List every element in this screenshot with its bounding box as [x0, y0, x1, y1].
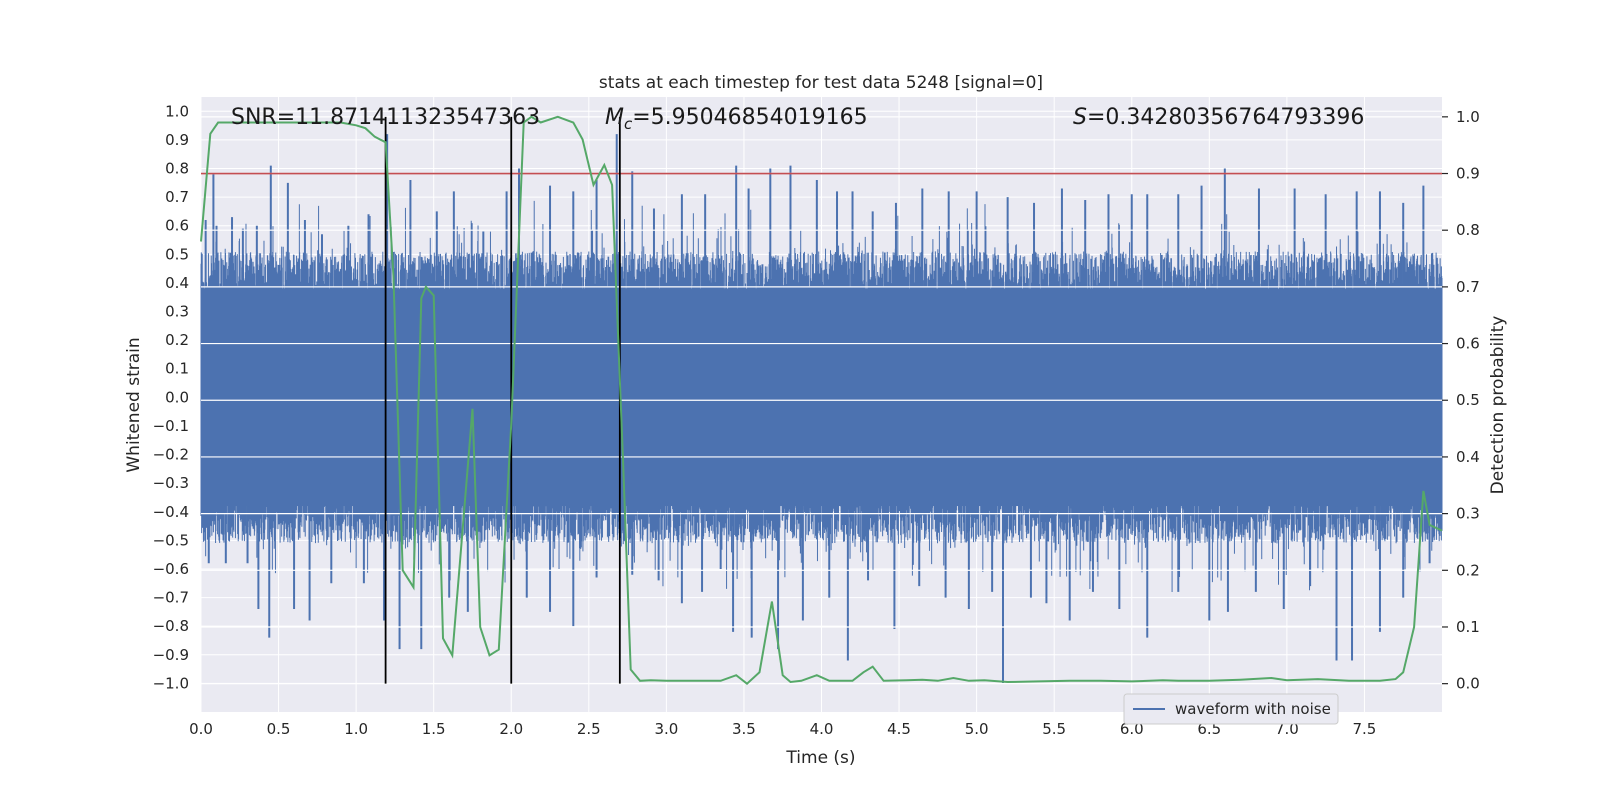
snr-annotation: SNR=11.871411323547363	[231, 105, 540, 130]
y-right-tick-label: 0.6	[1456, 335, 1480, 353]
chirp-mass-annotation: Mc=5.95046854019165	[605, 105, 868, 133]
y-left-tick-label: 0.2	[165, 331, 189, 349]
y-left-tick-label: −0.3	[153, 474, 189, 492]
y-right-tick-label: 0.9	[1456, 165, 1480, 183]
x-axis-label: Time (s)	[785, 748, 855, 768]
y-right-tick-label: 0.2	[1456, 561, 1480, 579]
y-axis-label-right: Detection probability	[1488, 316, 1508, 495]
legend-box	[1123, 693, 1339, 725]
spin-annotation: S=0.34280356764793396	[1073, 105, 1364, 130]
y-right-tick-label: 0.8	[1456, 221, 1480, 239]
y-left-tick-label: 0.6	[165, 217, 189, 235]
y-left-tick-label: −0.1	[153, 417, 189, 435]
y-left-tick-label: −1.0	[153, 674, 189, 692]
y-right-tick-label: 0.4	[1456, 448, 1480, 466]
probability-line	[200, 115, 1443, 686]
y-left-tick-label: 0.0	[165, 388, 189, 406]
y-left-tick-label: 0.9	[165, 131, 189, 149]
y-right-tick-label: 0.7	[1456, 278, 1480, 296]
y-left-tick-label: −0.7	[153, 589, 189, 607]
y-left-tick-label: 0.4	[165, 274, 189, 292]
chirp-mass-subscript: c	[624, 115, 633, 133]
waveform-body	[201, 288, 1442, 507]
y-left-tick-label: −0.2	[153, 446, 189, 464]
y-axis-label-left: Whitened strain	[124, 337, 144, 472]
legend: waveform with noise	[1123, 693, 1339, 725]
y-left-tick-label: 0.7	[165, 188, 189, 206]
y-left-tick-label: −0.8	[153, 617, 189, 635]
chirp-mass-symbol: M	[605, 105, 624, 130]
y-left-tick-label: 0.5	[165, 245, 189, 263]
x-tick-label: 5.0	[965, 720, 989, 738]
y-right-tick-label: 0.1	[1456, 618, 1480, 636]
y-left-tick-label: −0.4	[153, 503, 189, 521]
waveform-series	[200, 134, 1443, 684]
right-axis-ticks: 1.0 0.9 0.8 0.7 0.6 0.5 0.4 0.3 0.2 0.1 0.0	[1442, 108, 1480, 693]
x-tick-label: 7.5	[1353, 720, 1377, 738]
spin-symbol: S	[1073, 105, 1087, 130]
x-tick-label: 1.5	[422, 720, 446, 738]
y-left-tick-label: 0.3	[165, 303, 189, 321]
x-tick-label: 4.5	[887, 720, 911, 738]
y-right-tick-label: 0.5	[1456, 391, 1480, 409]
x-tick-label: 0.0	[189, 720, 213, 738]
left-axis-ticks: 1.0 0.9 0.8 0.7 0.6 0.5 0.4 0.3 0.2 0.1 0.0 −0.1 −0.…	[153, 102, 189, 692]
x-tick-label: 1.0	[344, 720, 368, 738]
x-tick-label: 2.5	[577, 720, 601, 738]
y-left-tick-label: 0.8	[165, 160, 189, 178]
x-tick-label: 4.0	[810, 720, 834, 738]
y-right-tick-label: 0.3	[1456, 505, 1480, 523]
y-left-tick-label: −0.5	[153, 531, 189, 549]
spin-value: =0.34280356764793396	[1087, 105, 1364, 130]
y-right-tick-label: 0.0	[1456, 675, 1480, 693]
x-tick-label: 3.0	[654, 720, 678, 738]
y-left-tick-label: −0.9	[153, 646, 189, 664]
x-tick-label: 3.5	[732, 720, 756, 738]
chirp-mass-value: =5.95046854019165	[632, 105, 867, 130]
y-left-tick-label: −0.6	[153, 560, 189, 578]
x-tick-label: 2.0	[499, 720, 523, 738]
y-right-tick-label: 1.0	[1456, 108, 1480, 126]
y-left-tick-label: 0.1	[165, 360, 189, 378]
x-axis-ticks: 0.0 0.5 1.0 1.5 2.0 2.5 3.0 3.5 4.0 4.5 5.0 5.5 6.0 6…	[189, 720, 1376, 738]
x-tick-label: 5.5	[1042, 720, 1066, 738]
chart-title: stats at each timestep for test data 524…	[599, 73, 1043, 93]
y-left-tick-label: 1.0	[165, 102, 189, 120]
right-axis-grid	[201, 116, 1442, 685]
x-tick-label: 0.5	[267, 720, 291, 738]
probability-series	[200, 115, 1443, 686]
legend-label: waveform with noise	[1175, 700, 1331, 718]
